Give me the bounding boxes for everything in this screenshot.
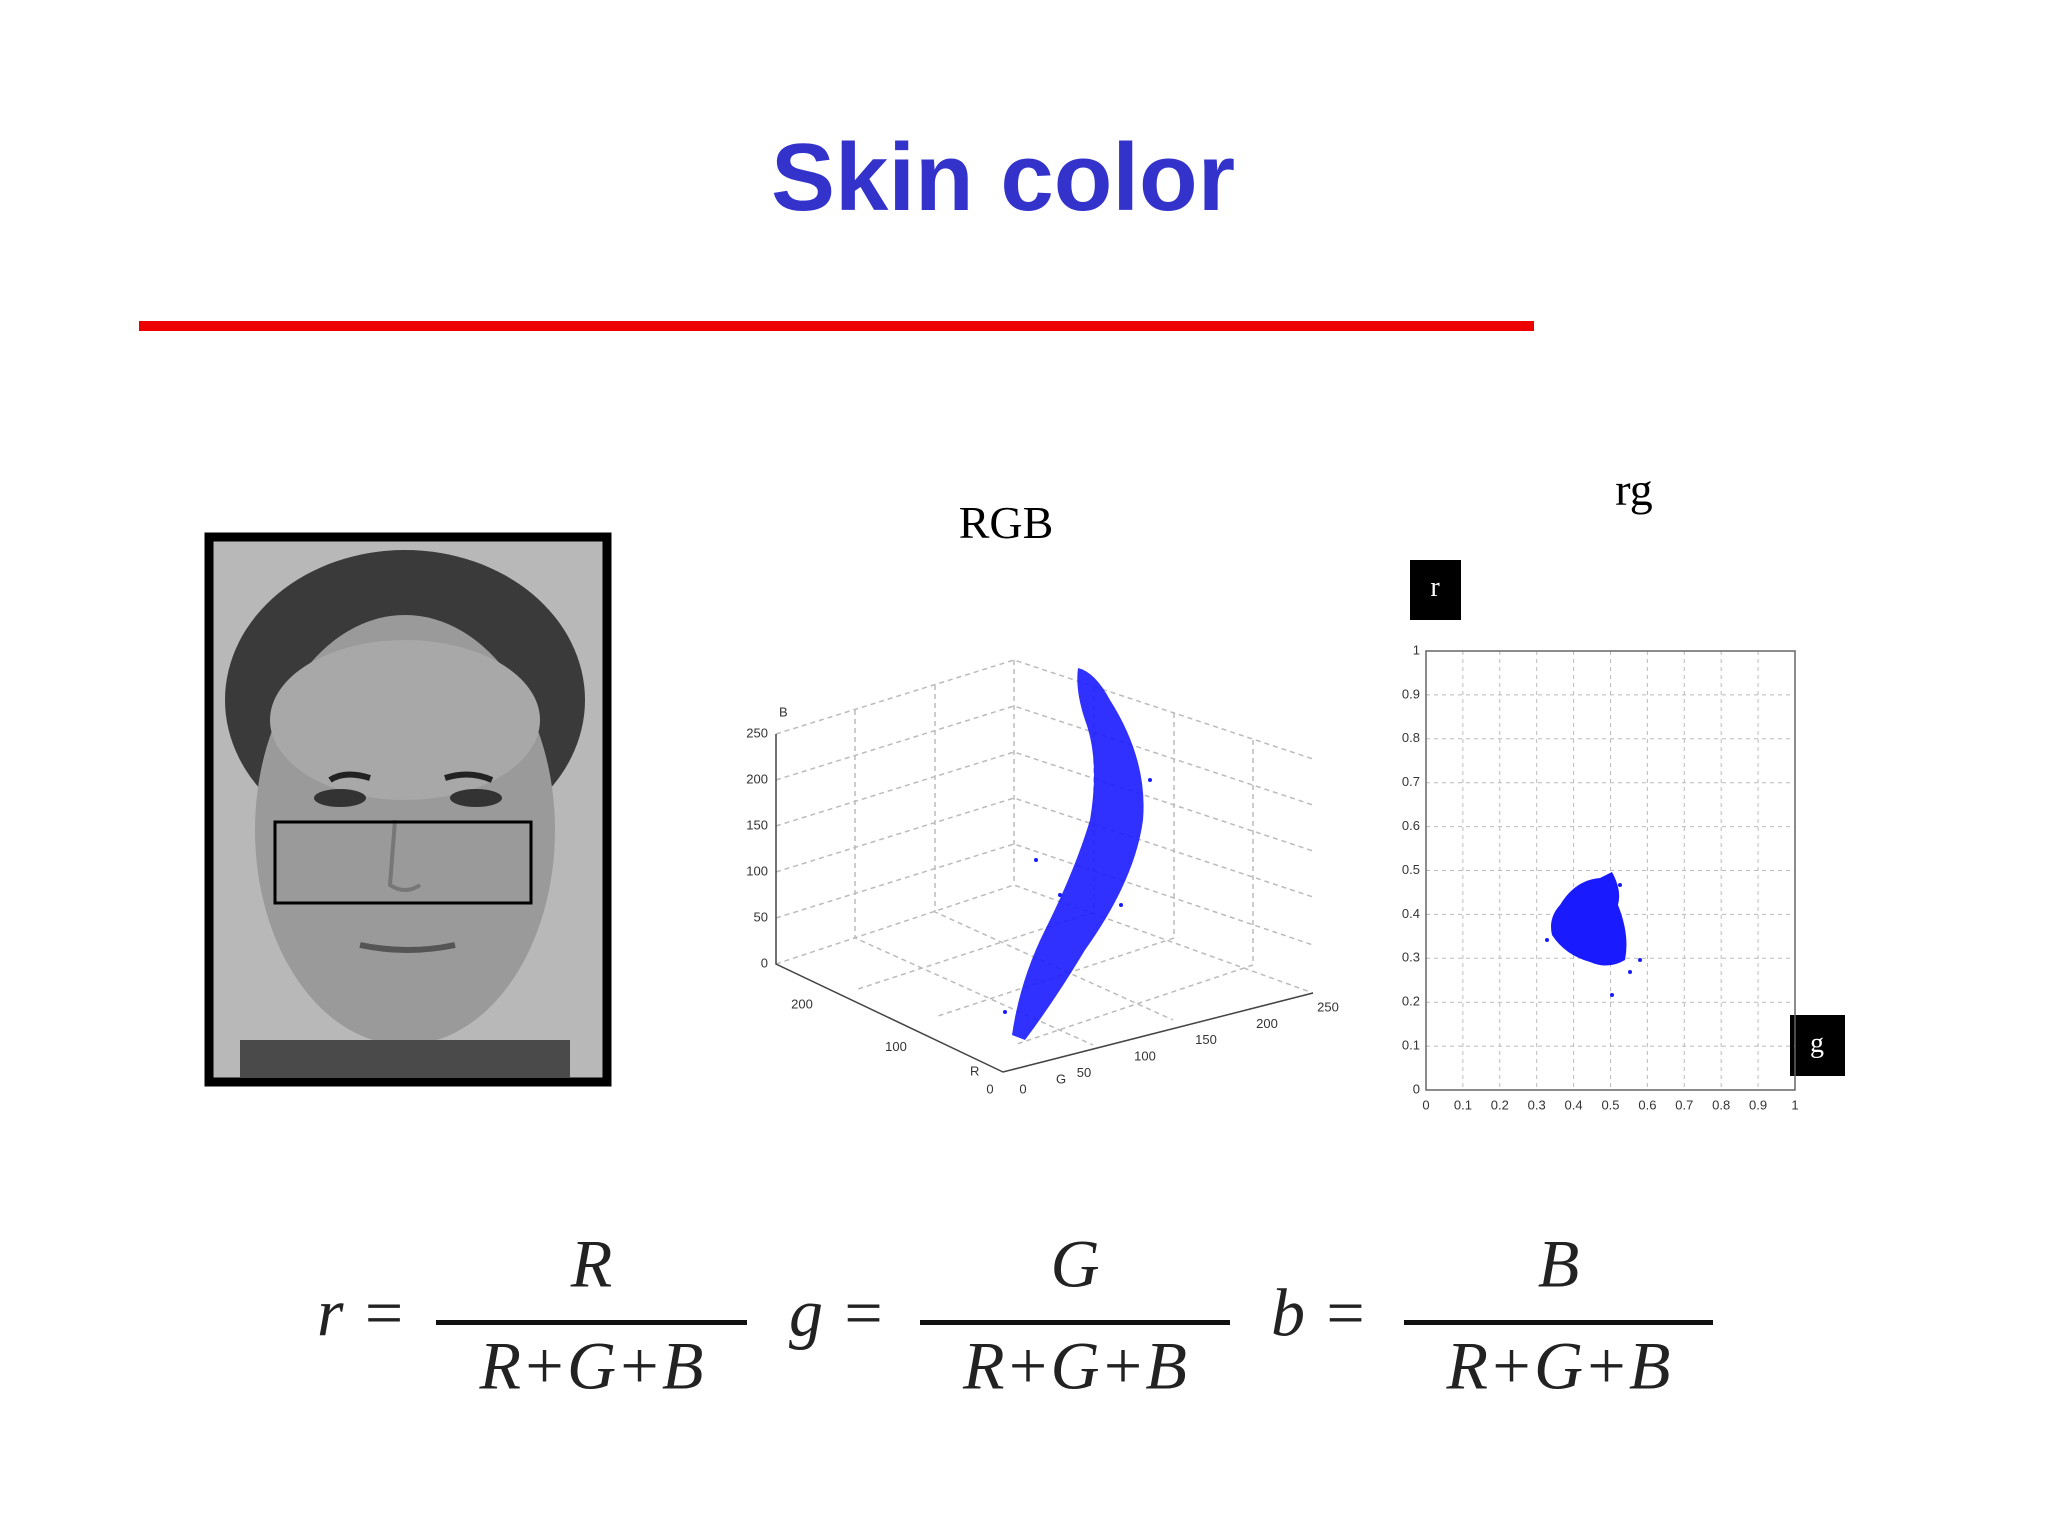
fraction-bar xyxy=(1404,1320,1713,1325)
title-rule xyxy=(139,321,1534,331)
formula-lhs: b = xyxy=(1271,1275,1368,1351)
x-tick-label: 0.6 xyxy=(1638,1097,1656,1112)
tick-label: 150 xyxy=(746,817,768,832)
tick-label: 200 xyxy=(1256,1016,1278,1031)
point-cloud xyxy=(1551,872,1627,966)
rg-plot: 0 0.1 0.2 0.3 0.4 0.5 0.6 0.7 0.8 0.9 1 0 0.1 0.2 0.3 0… xyxy=(1402,642,1799,1112)
tick-label: 0 xyxy=(1019,1081,1026,1096)
formula-denominator: R+G+B xyxy=(962,1328,1187,1404)
y-label-box: r xyxy=(1410,560,1461,620)
x-tick-label: 0.5 xyxy=(1601,1097,1619,1112)
slide-title: Skin color xyxy=(771,124,1235,231)
y-tick-label: 0.1 xyxy=(1402,1038,1420,1053)
x-tick-label: 0 xyxy=(1422,1097,1429,1112)
y-tick-label: 0.2 xyxy=(1402,994,1420,1009)
x-axis-label: g xyxy=(1810,1028,1824,1059)
formula-denominator: R+G+B xyxy=(1446,1328,1671,1404)
tick-label: 100 xyxy=(885,1039,907,1054)
tick-label: 100 xyxy=(1134,1049,1156,1064)
y-tick-label: 0 xyxy=(1413,1081,1420,1096)
x-tick-label: 1 xyxy=(1791,1097,1798,1112)
axis-label: G xyxy=(1056,1071,1066,1086)
y-tick-label: 0.3 xyxy=(1402,950,1420,965)
formula-numerator: R xyxy=(570,1226,613,1302)
y-tick-label: 0.5 xyxy=(1402,862,1420,877)
formula-denominator: R+G+B xyxy=(479,1328,704,1404)
x-tick-label: 0.9 xyxy=(1749,1097,1767,1112)
tick-label: 100 xyxy=(746,863,768,878)
y-tick-label: 0.7 xyxy=(1402,774,1420,789)
point xyxy=(1638,958,1642,962)
x-tick-label: 0.2 xyxy=(1491,1097,1509,1112)
axis-label: B xyxy=(779,704,788,719)
y-tick-label: 0.4 xyxy=(1402,906,1420,921)
point xyxy=(1545,938,1549,942)
y-tick-label: 0.6 xyxy=(1402,818,1420,833)
plot-label: RGB xyxy=(959,497,1054,548)
x-label-box: g xyxy=(1790,1015,1845,1076)
tick-label: 250 xyxy=(746,725,768,740)
formulas: r = R R+G+B g = G R+G+B b = B R+G+B xyxy=(317,1226,1713,1404)
rgb-plot-axes xyxy=(775,734,1314,1073)
x-tick-label: 0.7 xyxy=(1675,1097,1693,1112)
plot-label: rg xyxy=(1615,464,1653,515)
tick-label: 50 xyxy=(754,909,768,924)
tick-label: 0 xyxy=(986,1081,993,1096)
tick-label: 0 xyxy=(761,955,768,970)
point-cloud xyxy=(1003,668,1152,1040)
tick-label: 50 xyxy=(1077,1065,1091,1080)
x-tick-label: 0.4 xyxy=(1565,1097,1583,1112)
tick-label: 250 xyxy=(1317,999,1339,1014)
axis-label: R xyxy=(970,1063,979,1078)
y-tick-label: 0.9 xyxy=(1402,686,1420,701)
fraction-bar xyxy=(920,1320,1230,1325)
y-tick-label: 0.8 xyxy=(1402,730,1420,745)
formula-numerator: B xyxy=(1538,1226,1580,1302)
x-tick-label: 0.8 xyxy=(1712,1097,1730,1112)
y-tick-label: 1 xyxy=(1413,642,1420,657)
point xyxy=(1628,970,1632,974)
formula-numerator: G xyxy=(1050,1226,1099,1302)
plot-frame xyxy=(1425,650,1796,1091)
x-tick-label: 0.1 xyxy=(1454,1097,1472,1112)
formula-lhs: r = xyxy=(317,1275,406,1351)
fraction-bar xyxy=(436,1320,747,1325)
point xyxy=(1610,993,1614,997)
y-axis-label: r xyxy=(1430,572,1440,603)
formula-lhs: g = xyxy=(789,1275,886,1351)
tick-label: 150 xyxy=(1195,1032,1217,1047)
x-tick-label: 0.3 xyxy=(1528,1097,1546,1112)
point xyxy=(1618,883,1622,887)
face-photo xyxy=(204,532,612,1087)
tick-label: 200 xyxy=(791,996,813,1011)
tick-label: 200 xyxy=(746,771,768,786)
